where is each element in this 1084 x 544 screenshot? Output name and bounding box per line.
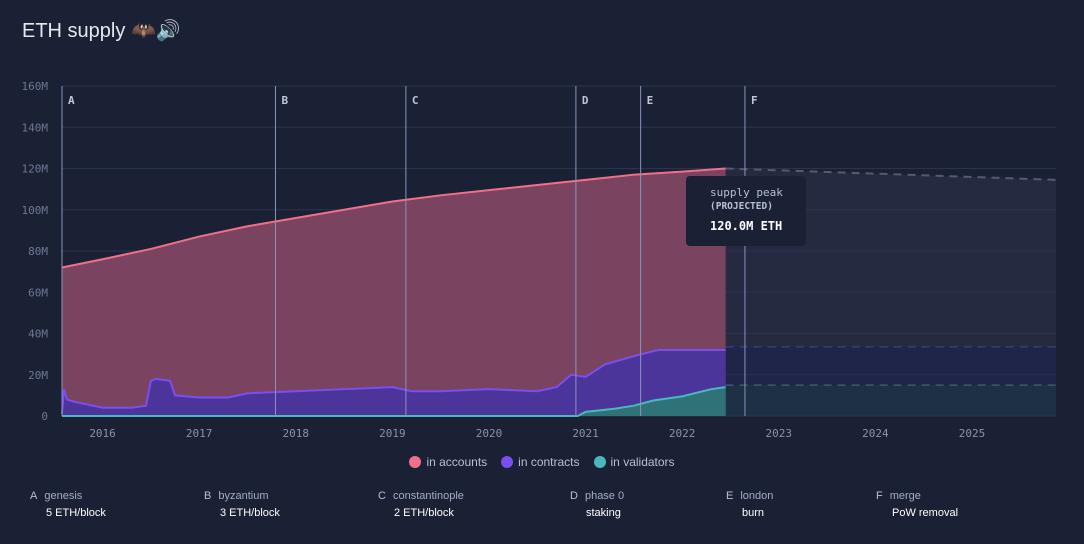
chart-legend: in accounts in contracts in validators <box>0 455 1084 469</box>
event-key: B <box>204 490 212 502</box>
legend-item-contracts[interactable]: in contracts <box>501 455 580 469</box>
y-tick-label: 60M <box>28 286 48 299</box>
event-name: merge <box>889 490 921 502</box>
tooltip-subtitle: (PROJECTED) <box>710 201 773 212</box>
event-desc: 5 ETH/block <box>46 507 106 519</box>
legend-label: in validators <box>610 455 675 469</box>
line-accounts <box>61 167 726 269</box>
x-tick-label: 2018 <box>283 427 310 440</box>
legend-dot <box>501 456 514 468</box>
supply-peak-tooltip: supply peak (PROJECTED) 120.0M ETH <box>686 176 806 246</box>
legend-dot <box>593 456 606 468</box>
event-name: constantinople <box>392 490 464 502</box>
projection-validators-area <box>725 385 1056 416</box>
x-tick-label: 2022 <box>669 427 696 440</box>
y-tick-label: 40M <box>28 328 48 341</box>
event-name: london <box>740 490 774 502</box>
event-marker-label: E <box>647 94 654 107</box>
x-tick-label: 2017 <box>186 427 213 440</box>
event-name: genesis <box>44 490 83 502</box>
area-validators <box>62 387 726 416</box>
event-desc: 3 ETH/block <box>220 507 280 519</box>
bat-icon[interactable]: 🦇 <box>130 20 156 42</box>
area-accounts <box>62 168 726 416</box>
event-marker-label: B <box>281 94 288 107</box>
event-marker-label: D <box>582 94 589 107</box>
y-tick-label: 100M <box>22 204 49 217</box>
area-contracts <box>62 350 726 416</box>
y-tick-label: 140M <box>22 121 49 134</box>
y-tick-label: 160M <box>22 80 49 93</box>
tooltip-value: 120.0M ETH <box>710 219 783 233</box>
title-text: ETH supply <box>22 20 126 42</box>
legend-label: in accounts <box>426 455 488 469</box>
event-key: D <box>570 490 578 502</box>
x-tick-label: 2021 <box>572 427 599 440</box>
x-tick-label: 2016 <box>89 427 116 440</box>
event-key: F <box>876 490 883 502</box>
page-title: ETH supply 🦇🔊 <box>22 18 181 43</box>
y-tick-label: 120M <box>22 163 49 176</box>
event-key: E <box>726 490 734 502</box>
event-key: A <box>30 490 38 502</box>
y-tick-label: 20M <box>28 369 48 382</box>
event-key: C <box>378 490 386 502</box>
x-tick-label: 2020 <box>476 427 503 440</box>
x-tick-label: 2019 <box>379 427 406 440</box>
tooltip-title: supply peak <box>710 186 783 199</box>
x-tick-label: 2023 <box>766 427 793 440</box>
x-tick-label: 2024 <box>862 427 889 440</box>
speaker-icon[interactable]: 🔊 <box>155 20 181 42</box>
event-name: phase 0 <box>584 490 625 502</box>
event-marker-label: A <box>68 94 75 107</box>
legend-dot <box>409 456 422 468</box>
legend-label: in contracts <box>518 455 580 469</box>
event-marker-label: C <box>412 94 419 107</box>
event-name: byzantium <box>218 490 269 502</box>
line-validators <box>62 386 726 417</box>
x-tick-label: 2025 <box>959 427 986 440</box>
y-tick-label: 0 <box>41 410 48 423</box>
event-desc: 2 ETH/block <box>394 507 454 519</box>
event-desc: staking <box>586 507 621 519</box>
y-tick-label: 80M <box>28 245 48 258</box>
event-desc: burn <box>742 507 765 519</box>
event-marker-label: F <box>751 94 758 107</box>
line-contracts <box>61 349 726 415</box>
event-desc: PoW removal <box>892 507 959 519</box>
legend-item-validators[interactable]: in validators <box>593 455 675 469</box>
legend-item-accounts[interactable]: in accounts <box>409 455 487 469</box>
